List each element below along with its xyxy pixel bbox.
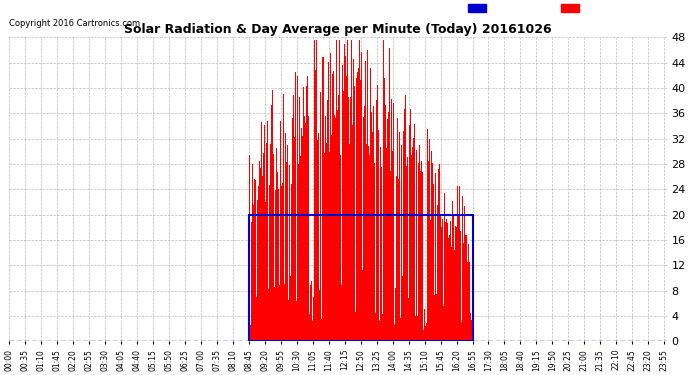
Legend: Median (W/m2), Radiation (W/m2): Median (W/m2), Radiation (W/m2) xyxy=(466,2,662,15)
Bar xyxy=(248,214,473,341)
Title: Solar Radiation & Day Average per Minute (Today) 20161026: Solar Radiation & Day Average per Minute… xyxy=(124,23,551,36)
Text: Copyright 2016 Cartronics.com: Copyright 2016 Cartronics.com xyxy=(9,19,140,28)
